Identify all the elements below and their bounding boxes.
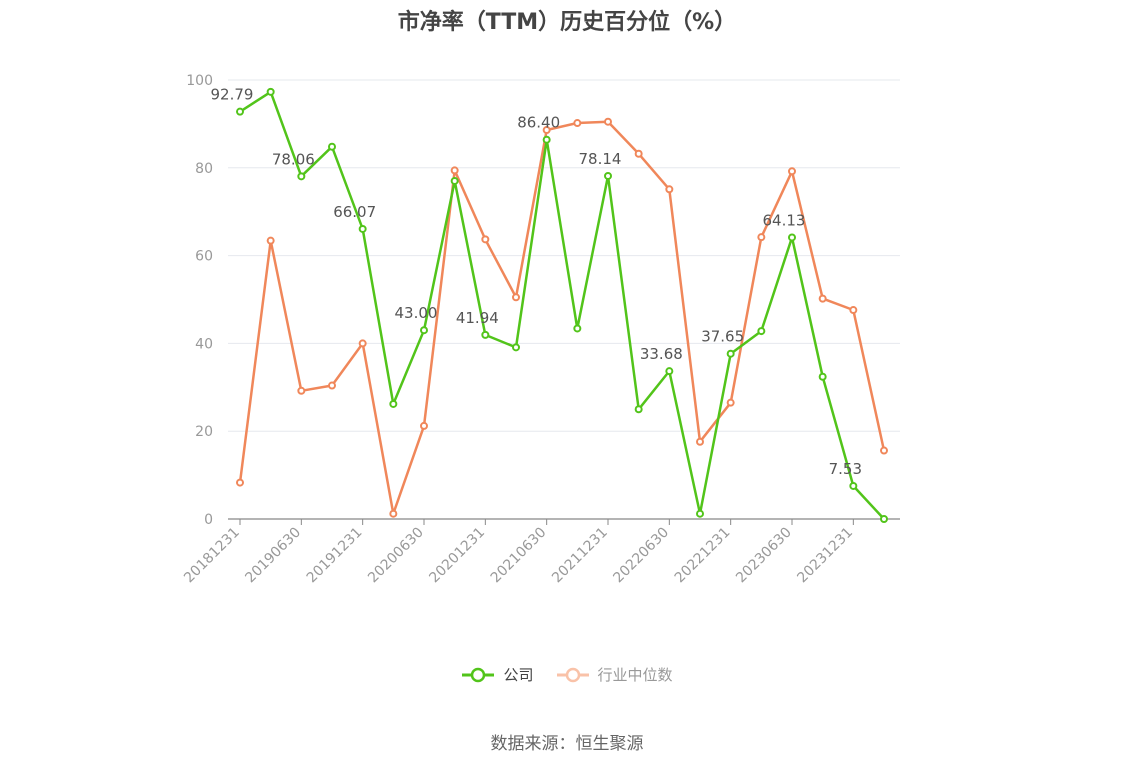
series-line-1	[238, 120, 886, 515]
data-label: 86.40	[517, 114, 560, 132]
y-tick-label: 0	[204, 512, 213, 528]
data-point[interactable]	[665, 367, 674, 376]
data-label: 41.94	[456, 309, 499, 327]
y-tick-label: 100	[186, 73, 213, 89]
data-point[interactable]	[634, 405, 643, 414]
data-point[interactable]	[542, 135, 551, 144]
data-point[interactable]	[696, 509, 704, 518]
data-point[interactable]	[788, 167, 796, 176]
data-point[interactable]	[726, 349, 735, 358]
data-point[interactable]	[818, 372, 827, 381]
chart-title: 市净率（TTM）历史百分位（%）	[397, 10, 737, 35]
series-lines	[236, 87, 888, 523]
data-point[interactable]	[788, 233, 796, 242]
data-point[interactable]	[512, 343, 520, 352]
y-tick-label: 60	[195, 249, 213, 265]
x-tick-label: 20200630	[365, 525, 427, 587]
data-point[interactable]	[358, 339, 367, 348]
data-point[interactable]	[818, 294, 827, 303]
data-point[interactable]	[236, 107, 244, 116]
data-point[interactable]	[236, 478, 244, 487]
data-label: 7.53	[829, 460, 862, 478]
data-point[interactable]	[634, 149, 643, 158]
x-tick-label: 20231231	[794, 525, 856, 587]
x-tick-label: 20191231	[304, 525, 366, 587]
data-point[interactable]	[849, 481, 858, 490]
data-point[interactable]	[328, 381, 336, 390]
data-point[interactable]	[450, 176, 459, 185]
data-point[interactable]	[420, 421, 428, 430]
legend-label: 公司	[503, 666, 534, 684]
data-label: 37.65	[701, 328, 744, 346]
data-point[interactable]	[880, 446, 888, 455]
data-point[interactable]	[665, 185, 674, 194]
legend-marker-icon	[556, 667, 589, 682]
legend-item-0[interactable]: 公司	[461, 664, 534, 685]
data-point[interactable]	[604, 117, 612, 126]
x-tick-label: 20220630	[610, 525, 672, 587]
x-tick-label: 20211231	[549, 525, 611, 587]
x-tick-label: 20181231	[181, 525, 243, 587]
y-tick-label: 80	[195, 161, 213, 177]
legend: 公司 行业中位数	[0, 664, 1134, 685]
x-tick-label: 20210630	[488, 525, 550, 587]
data-label: 43.00	[395, 304, 438, 322]
data-point[interactable]	[542, 126, 551, 135]
gridlines	[228, 79, 900, 432]
series-line-0	[239, 90, 885, 520]
data-label: 33.68	[640, 345, 683, 363]
y-tick-label: 20	[195, 424, 213, 440]
data-point[interactable]	[573, 119, 582, 128]
data-point[interactable]	[757, 233, 766, 242]
data-point[interactable]	[358, 224, 367, 233]
data-point[interactable]	[328, 142, 336, 151]
data-point[interactable]	[880, 515, 888, 523]
data-point[interactable]	[726, 398, 735, 407]
x-tick-label: 20201231	[426, 525, 488, 587]
x-tick-label: 20230630	[733, 525, 795, 587]
data-point[interactable]	[297, 172, 306, 181]
data-label: 78.06	[272, 150, 315, 168]
data-point[interactable]	[604, 171, 612, 180]
data-label: 92.79	[211, 86, 254, 104]
data-point[interactable]	[450, 166, 459, 175]
data-point[interactable]	[389, 399, 398, 408]
legend-label: 行业中位数	[597, 666, 673, 684]
data-point[interactable]	[512, 293, 520, 302]
data-point[interactable]	[420, 326, 428, 335]
data-point[interactable]	[573, 324, 582, 333]
data-label: 78.14	[579, 150, 622, 168]
y-tick-label: 40	[195, 336, 213, 352]
source-note: 数据来源：恒生聚源	[490, 734, 644, 754]
data-labels: 92.79 78.06 66.07 43.00 41.94 86.40 78.14 33.68…	[211, 86, 863, 478]
data-point[interactable]	[757, 327, 766, 336]
legend-marker-icon	[462, 667, 495, 682]
data-point[interactable]	[266, 236, 275, 245]
data-label: 66.07	[333, 203, 376, 221]
data-point[interactable]	[481, 330, 490, 339]
legend-item-1[interactable]: 行业中位数	[556, 664, 673, 685]
data-point[interactable]	[849, 306, 858, 315]
data-label: 64.13	[763, 211, 806, 229]
data-point[interactable]	[481, 235, 490, 244]
data-point[interactable]	[389, 509, 398, 518]
data-point[interactable]	[297, 386, 306, 395]
data-point[interactable]	[266, 87, 275, 96]
x-tick-label: 20190630	[242, 525, 304, 587]
data-point[interactable]	[696, 437, 704, 446]
x-tick-label: 20221231	[672, 525, 734, 587]
